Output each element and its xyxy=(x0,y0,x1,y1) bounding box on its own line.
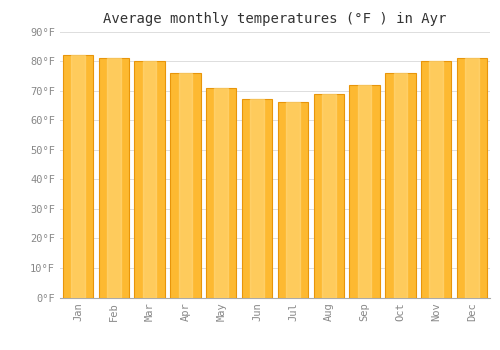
Bar xyxy=(142,61,156,297)
Bar xyxy=(457,58,488,298)
Bar xyxy=(206,88,236,298)
Bar xyxy=(214,88,228,298)
Bar xyxy=(107,58,120,298)
Bar xyxy=(242,99,272,298)
Title: Average monthly temperatures (°F ) in Ayr: Average monthly temperatures (°F ) in Ay… xyxy=(104,12,446,26)
Bar xyxy=(134,61,165,297)
Bar xyxy=(250,99,264,298)
Bar xyxy=(286,103,300,298)
Bar xyxy=(385,73,416,298)
Bar xyxy=(322,93,336,298)
Bar xyxy=(278,103,308,298)
Bar xyxy=(465,58,479,298)
Bar xyxy=(358,85,372,298)
Bar xyxy=(430,61,443,297)
Bar xyxy=(350,85,380,298)
Bar xyxy=(98,58,129,298)
Bar xyxy=(62,55,93,298)
Bar xyxy=(394,73,407,298)
Bar xyxy=(314,93,344,298)
Bar xyxy=(178,73,192,298)
Bar xyxy=(421,61,452,297)
Bar xyxy=(71,55,85,298)
Bar xyxy=(170,73,200,298)
